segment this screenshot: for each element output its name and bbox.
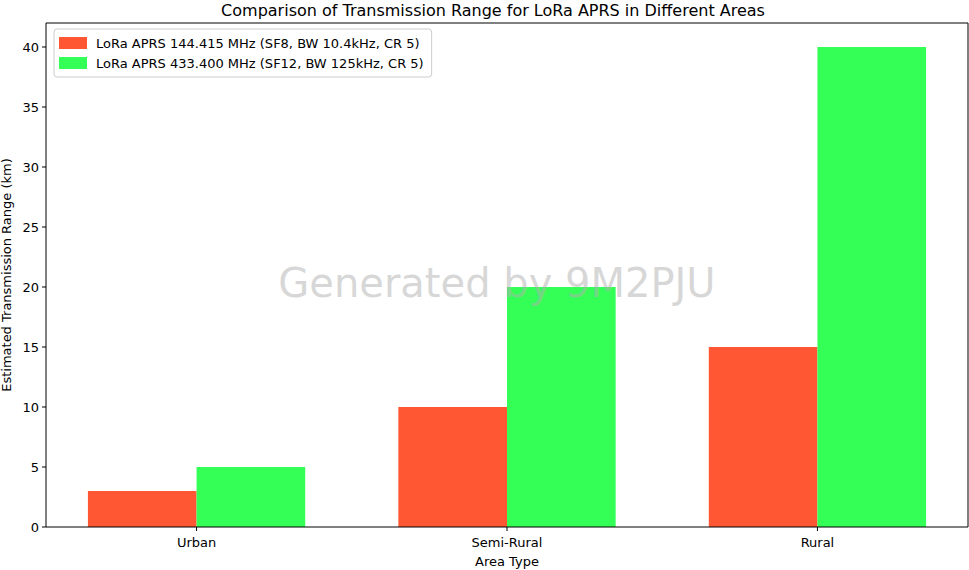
x-tick-label: Rural: [801, 535, 835, 550]
axis-left: [46, 23, 47, 527]
legend: LoRa APRS 144.415 MHz (SF8, BW 10.4kHz, …: [54, 29, 432, 77]
bars: [88, 47, 926, 527]
y-tick: [42, 227, 46, 228]
x-tick: [817, 527, 818, 531]
chart: Generated by 9M2PJU 0 5 10 15 20 25 30 35 40 Urban…: [0, 0, 969, 570]
title: Comparison of Transmission Range for LoR…: [221, 1, 765, 20]
y-tick: [42, 287, 46, 288]
y-tick-label: 25: [22, 220, 39, 235]
y-tick: [42, 167, 46, 168]
legend-swatch: [59, 37, 87, 49]
watermark: Generated by 9M2PJU: [278, 260, 715, 306]
x-tick-label: Urban: [177, 535, 216, 550]
bar: [507, 287, 616, 527]
y-tick-label: 10: [22, 400, 39, 415]
bar: [88, 491, 197, 527]
x-tick-label: Semi-Rural: [472, 535, 543, 550]
y-tick-label: 20: [22, 280, 39, 295]
legend-box: [54, 29, 432, 77]
y-tick: [42, 107, 46, 108]
y-tick-label: 35: [22, 100, 39, 115]
bar: [398, 407, 507, 527]
x-tick: [507, 527, 508, 531]
x-tick: [196, 527, 197, 531]
y-tick: [42, 347, 46, 348]
axis-right: [968, 23, 969, 527]
y-tick-label: 15: [22, 340, 39, 355]
bar: [197, 467, 306, 527]
y-tick-label: 5: [31, 460, 39, 475]
bar: [709, 347, 818, 527]
y-tick: [42, 407, 46, 408]
legend-swatch: [59, 57, 87, 69]
x-axis-label: Area Type: [475, 554, 539, 569]
y-tick-label: 30: [22, 160, 39, 175]
bar: [817, 47, 926, 527]
y-tick: [42, 467, 46, 468]
axis-top: [46, 23, 968, 24]
y-tick-label: 40: [22, 40, 39, 55]
legend-label: LoRa APRS 144.415 MHz (SF8, BW 10.4kHz, …: [96, 36, 420, 51]
y-tick-label: 0: [31, 520, 39, 535]
y-tick: [42, 527, 46, 528]
y-axis-label: Estimated Transmission Range (km): [0, 158, 14, 392]
legend-label: LoRa APRS 433.400 MHz (SF12, BW 125kHz, …: [96, 56, 424, 71]
y-tick: [42, 47, 46, 48]
